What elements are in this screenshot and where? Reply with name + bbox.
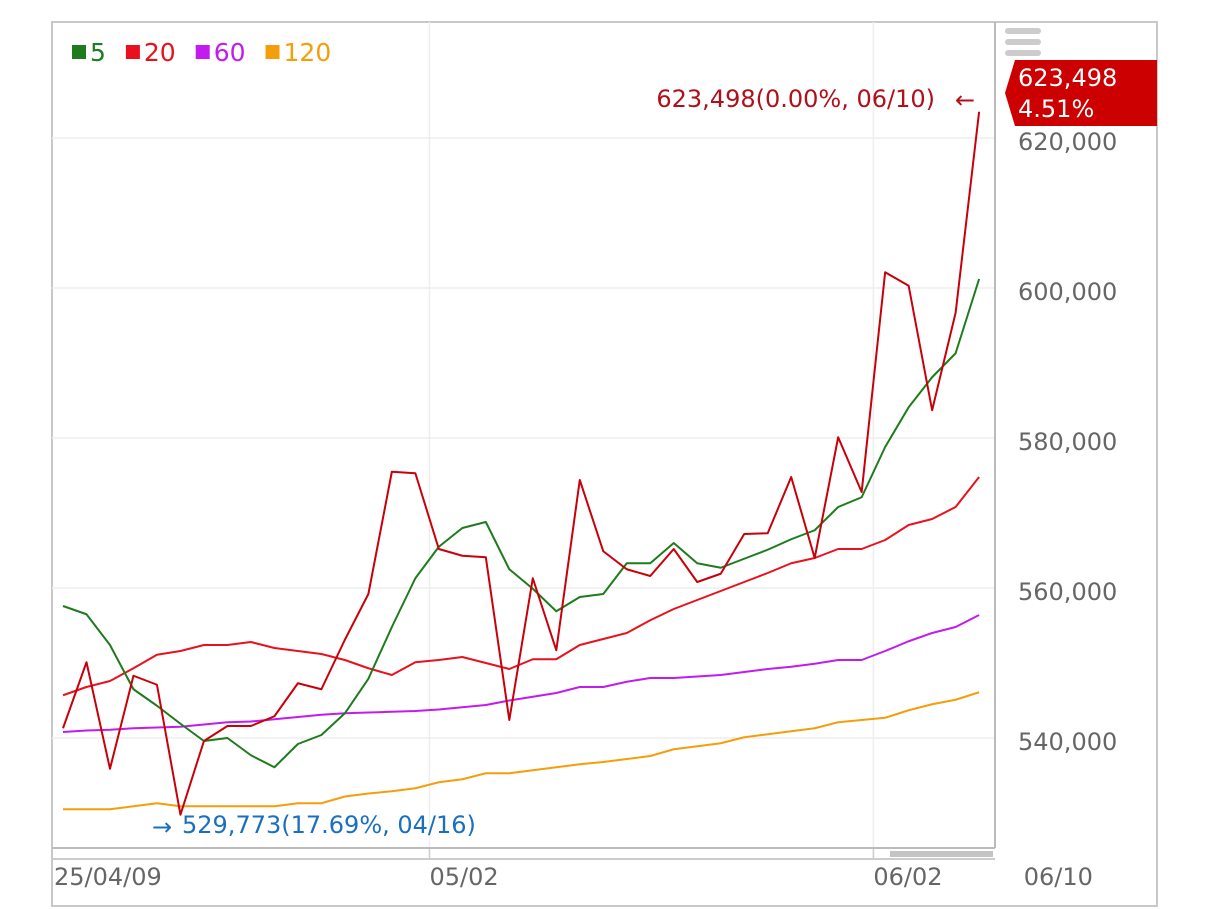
x-tick-label: 06/10 bbox=[1024, 863, 1093, 891]
x-tick-label: 06/02 bbox=[873, 863, 942, 891]
ma20-line bbox=[62, 476, 980, 697]
legend-label[interactable]: 60 bbox=[214, 38, 246, 67]
price-line bbox=[62, 111, 981, 816]
legend-label[interactable]: 20 bbox=[144, 38, 176, 67]
min-annotation: 529,773(17.69%, 04/16) bbox=[182, 811, 476, 839]
legend-label[interactable]: 5 bbox=[90, 38, 106, 67]
legend-swatch bbox=[72, 45, 86, 59]
price-tag-change: 4.51% bbox=[1018, 95, 1094, 123]
y-tick-label: 580,000 bbox=[1018, 428, 1117, 456]
y-tick-label: 600,000 bbox=[1018, 278, 1117, 306]
chart-frame bbox=[51, 21, 1158, 907]
y-tick-label: 620,000 bbox=[1018, 128, 1117, 156]
price-tag: 623,498 4.51% bbox=[1005, 60, 1157, 126]
legend-swatch bbox=[265, 45, 280, 59]
legend-label[interactable]: 120 bbox=[284, 38, 332, 67]
y-tick-label: 540,000 bbox=[1018, 728, 1117, 756]
ma5-line bbox=[62, 278, 981, 769]
arrow-right-icon: → bbox=[152, 813, 172, 841]
y-tick-label: 560,000 bbox=[1018, 578, 1117, 606]
ma60-line bbox=[62, 614, 980, 733]
x-tick-label: 05/02 bbox=[429, 863, 498, 891]
legend-swatch bbox=[195, 45, 210, 59]
navigator-scroll-thumb[interactable] bbox=[890, 851, 993, 857]
x-tick-label: 25/04/09 bbox=[54, 863, 162, 891]
legend-swatch bbox=[125, 45, 140, 59]
arrow-left-icon: ← bbox=[955, 86, 975, 114]
price-tag-value: 623,498 bbox=[1018, 64, 1117, 92]
max-annotation: 623,498(0.00%, 06/10) bbox=[656, 85, 935, 113]
ma120-line bbox=[63, 691, 980, 811]
hamburger-icon[interactable] bbox=[1005, 28, 1041, 56]
